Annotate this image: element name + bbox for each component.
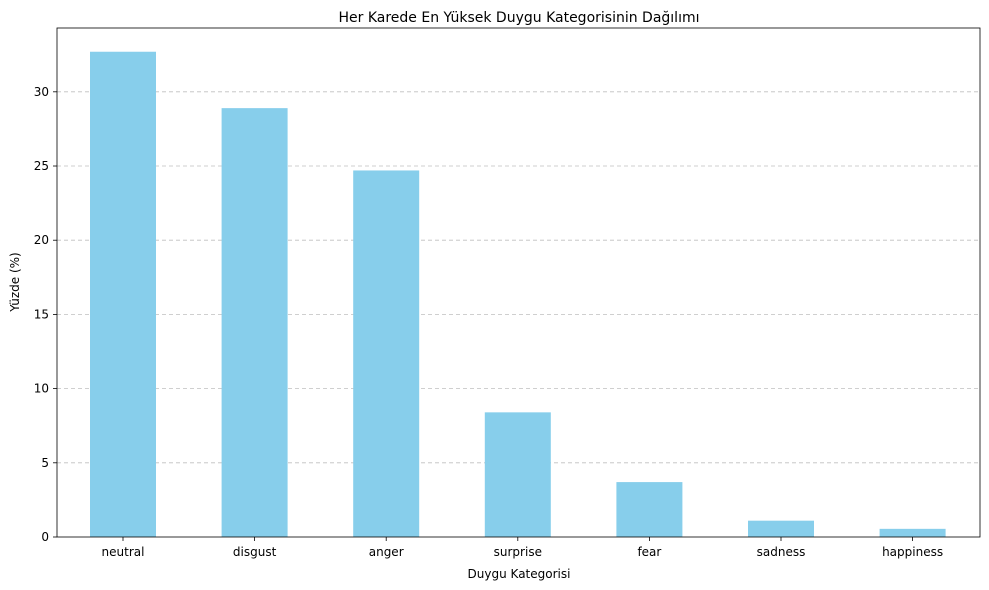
x-tick-label: surprise (494, 545, 542, 559)
bar-anger (353, 170, 420, 538)
chart-title: Her Karede En Yüksek Duygu Kategorisinin… (338, 10, 699, 26)
y-tick-label: 25 (34, 159, 49, 173)
x-tick-label: fear (637, 545, 661, 559)
bar-fear (616, 482, 683, 537)
y-tick-label: 20 (34, 233, 49, 247)
plot-frame (56, 27, 981, 538)
bar-disgust (221, 108, 288, 538)
bar-neutral (90, 51, 156, 537)
bars (90, 51, 946, 538)
x-tick-label: disgust (233, 545, 277, 559)
x-tick-label: anger (369, 545, 404, 559)
x-tick-label: neutral (102, 545, 145, 559)
grid-lines (57, 91, 980, 464)
y-tick-label: 5 (41, 456, 49, 470)
y-tick-label: 30 (34, 85, 49, 99)
y-axis-label: Yüzde (%) (8, 252, 22, 312)
y-tick-label: 10 (34, 382, 49, 396)
x-tick-label: sadness (757, 545, 806, 559)
bar-surprise (484, 412, 551, 537)
x-axis-label: Duygu Kategorisi (468, 567, 571, 581)
bar-happiness (879, 528, 946, 537)
y-tick-label: 0 (41, 530, 49, 544)
x-axis-ticks: neutral disgust anger surprise fear sadness ha… (102, 537, 943, 559)
x-tick-label: happiness (882, 545, 943, 559)
bar-sadness (748, 520, 814, 537)
y-axis-ticks: 0 5 10 15 20 25 30 (34, 85, 57, 544)
y-tick-label: 15 (34, 307, 49, 321)
